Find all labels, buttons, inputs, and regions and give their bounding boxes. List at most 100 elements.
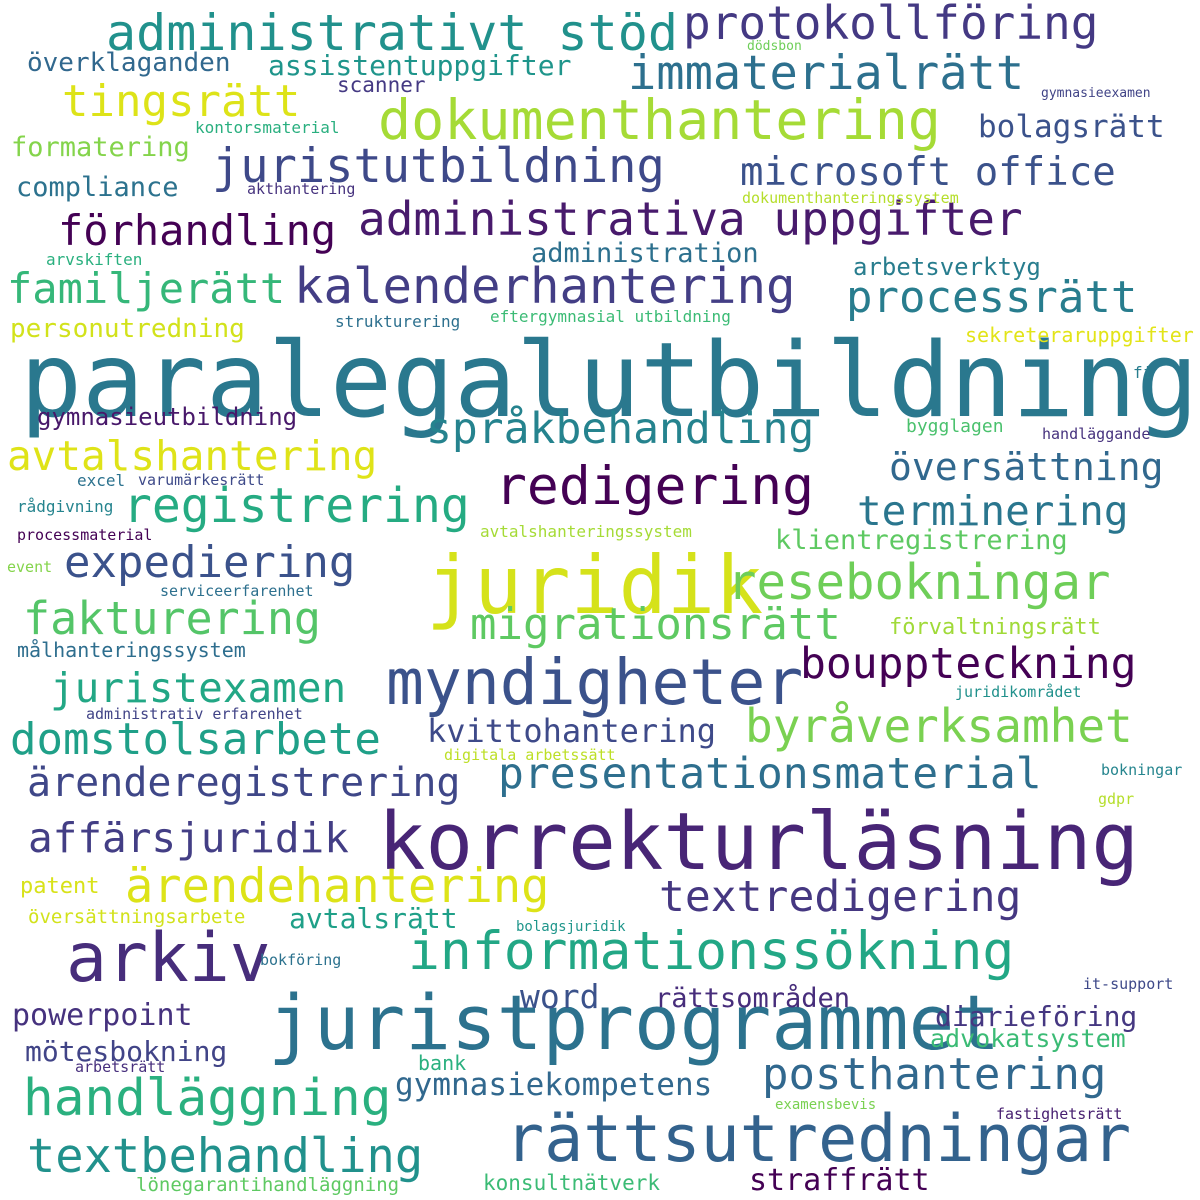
- word: it-support: [1083, 975, 1174, 993]
- word: kontorsmaterial: [195, 118, 340, 137]
- word: expediering: [64, 537, 356, 588]
- word: rättsutredningar: [505, 1102, 1132, 1177]
- word: översättningsarbete: [28, 906, 246, 928]
- word: handläggning: [23, 1069, 392, 1128]
- word: examensbevis: [775, 1097, 877, 1113]
- word: sekreteraruppgifter: [965, 323, 1194, 347]
- word: administrativt stöd: [106, 4, 678, 62]
- word: lönegarantihandläggning: [136, 1174, 400, 1196]
- word: avtalshanteringssystem: [480, 522, 692, 541]
- word: dödsbon: [747, 39, 802, 54]
- word: bank: [418, 1051, 467, 1075]
- word: textbehandling: [27, 1129, 424, 1184]
- word: event: [7, 558, 53, 576]
- word: bolagsjuridik: [516, 919, 626, 935]
- word: posthantering: [762, 1049, 1107, 1100]
- word: ärendehantering: [125, 859, 550, 914]
- word: bygglagen: [906, 416, 1004, 437]
- word: fastighetsrätt: [996, 1105, 1123, 1123]
- word: konsultnätverk: [483, 1171, 661, 1195]
- word: språkbehandling: [426, 404, 815, 454]
- word: förvaltningsrätt: [889, 615, 1101, 640]
- word: arbetsverktyg: [853, 253, 1041, 281]
- word: administrativa uppgifter: [358, 192, 1023, 246]
- word: kvittohantering: [427, 712, 716, 750]
- word: bolagsrätt: [978, 109, 1165, 145]
- word: compliance: [16, 172, 179, 203]
- word: presentationsmaterial: [498, 749, 1042, 799]
- word: juridik: [426, 539, 764, 632]
- word: digitala arbetssätt: [444, 746, 616, 764]
- word: powerpoint: [12, 998, 193, 1033]
- word: bouppteckning: [800, 639, 1137, 689]
- word: paralegalutbildning: [20, 321, 1199, 441]
- word: kalenderhantering: [294, 258, 796, 315]
- word: strukturering: [335, 312, 461, 331]
- word: affärsjuridik: [28, 814, 349, 862]
- word: målhanteringssystem: [17, 638, 246, 662]
- word: bokföring: [260, 951, 342, 969]
- word: rådgivning: [17, 497, 114, 516]
- word: klientregistrering: [775, 525, 1068, 556]
- word: byråverksamhet: [745, 699, 1133, 753]
- word: gymnasieexamen: [1041, 86, 1151, 101]
- word: terminering: [857, 487, 1129, 535]
- word: straffrätt: [749, 1163, 930, 1198]
- word: myndigheter: [386, 646, 804, 719]
- word: juristexamen: [50, 664, 347, 712]
- word: registrering: [123, 478, 470, 534]
- word: textredigering: [659, 872, 1022, 922]
- word: personutredning: [10, 314, 245, 344]
- word: processmaterial: [17, 526, 153, 544]
- word: arbetsrätt: [75, 1058, 166, 1076]
- word: diarieföring: [935, 1000, 1138, 1033]
- word: microsoft office: [740, 150, 1116, 195]
- word: arkiv: [66, 919, 271, 998]
- word: juristprogrammet: [268, 978, 1001, 1067]
- word: advokatsystem: [930, 1024, 1126, 1053]
- word: överklaganden: [27, 48, 231, 78]
- word: assistentuppgifter: [268, 49, 572, 82]
- word: översättning: [889, 445, 1164, 489]
- word: excel: [77, 471, 126, 490]
- word: dokumenthanteringssystem: [742, 189, 959, 207]
- word: gymnasieutbildning: [37, 403, 298, 431]
- word: förhandling: [58, 206, 337, 255]
- word: redigering: [495, 456, 815, 517]
- word: serviceerfarenhet: [160, 582, 314, 600]
- word: rättsområden: [655, 983, 851, 1014]
- word: immaterialrätt: [628, 46, 1025, 101]
- word: dokumenthantering: [378, 88, 941, 152]
- word: bokningar: [1101, 761, 1183, 779]
- word: informationssökning: [408, 921, 1015, 982]
- word: tingsrätt: [62, 76, 301, 127]
- word: mötesbokning: [25, 1035, 228, 1068]
- word: varumärkesrätt: [138, 471, 265, 489]
- word: gymnasiekompetens: [395, 1067, 713, 1103]
- word: formatering: [11, 132, 190, 163]
- word: scanner: [337, 73, 426, 97]
- word: avtalsrätt: [289, 902, 458, 935]
- word: gdpr: [1098, 790, 1135, 808]
- word: eftergymnasial utbildning: [490, 307, 731, 326]
- word: administration: [531, 238, 759, 269]
- word: fakturering: [23, 592, 322, 645]
- word: word: [520, 977, 600, 1016]
- word: patent: [20, 874, 100, 899]
- word: resebokningar: [727, 554, 1111, 611]
- word: familjerätt: [7, 264, 286, 313]
- word: akthantering: [247, 180, 356, 198]
- word: domstolsarbete: [10, 714, 381, 765]
- word: juristutbildning: [212, 139, 665, 194]
- word: protokollföring: [683, 0, 1099, 50]
- word: handläggande: [1042, 425, 1151, 443]
- word: korrekturläsning: [378, 796, 1139, 888]
- word: arvskiften: [46, 250, 143, 269]
- word: ärenderegistrering: [27, 760, 461, 806]
- word: processrätt: [846, 272, 1138, 323]
- word: juridikområdet: [955, 683, 1082, 701]
- word: administrativ erfarenhet: [86, 705, 303, 723]
- word: fi: [1133, 363, 1153, 382]
- word: migrationsrätt: [470, 599, 841, 650]
